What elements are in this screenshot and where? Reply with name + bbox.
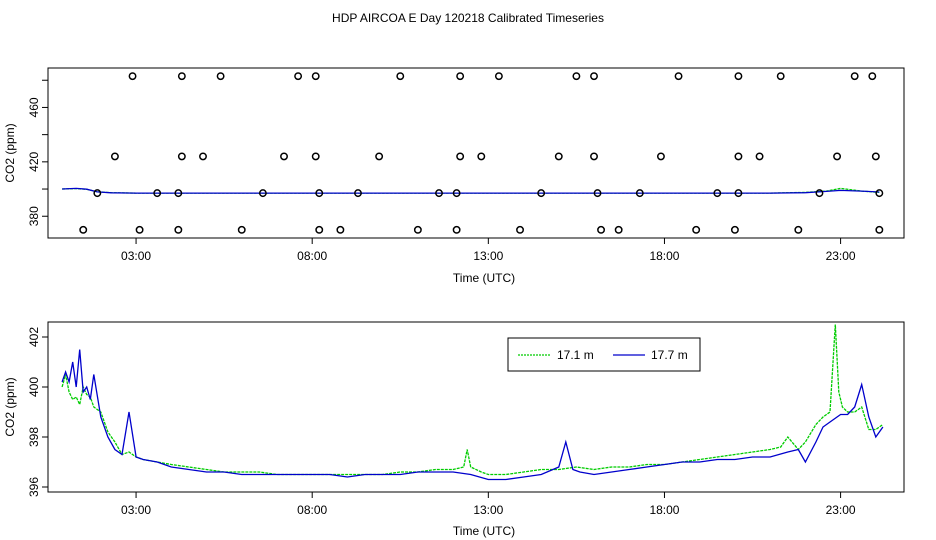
- calibration-x-tick-label: 23:00: [826, 249, 856, 263]
- timeseries-y-tick-label: 402: [27, 327, 41, 347]
- timeseries-y-tick-label: 398: [27, 427, 41, 447]
- calibration-point: [713, 189, 722, 198]
- calibration-point: [692, 225, 701, 234]
- timeseries-x-tick-label: 08:00: [297, 503, 327, 517]
- calibration-point: [177, 72, 186, 81]
- calibration-point: [396, 72, 405, 81]
- calibration-point: [635, 189, 644, 198]
- calibration-point: [237, 225, 246, 234]
- calibration-point: [311, 72, 320, 81]
- calibration-point: [315, 225, 324, 234]
- calibration-x-tick-label: 03:00: [121, 249, 151, 263]
- calibration-point: [294, 72, 303, 81]
- calibration-point: [494, 72, 503, 81]
- calibration-point: [590, 72, 598, 81]
- calibration-point: [456, 152, 465, 161]
- calibration-point: [413, 225, 422, 234]
- calibration-point: [315, 189, 324, 198]
- calibration-series-line-2: [62, 187, 880, 194]
- timeseries-series-line-2: [61, 349, 884, 481]
- calibration-point: [477, 152, 486, 161]
- calibration-point: [850, 72, 859, 81]
- timeseries-series-line-1: [61, 324, 884, 476]
- calibration-point: [153, 189, 162, 198]
- calibration-point: [875, 189, 884, 198]
- calibration-point: [216, 72, 225, 81]
- calibration-point: [554, 152, 563, 161]
- calibration-point: [734, 72, 743, 81]
- calibration-point: [135, 225, 144, 234]
- calibration-point: [572, 72, 581, 81]
- calibration-point: [537, 189, 546, 198]
- calibration-point: [875, 225, 884, 234]
- calibration-point: [734, 152, 743, 161]
- calibration-series-line-1: [62, 187, 880, 194]
- calibration-point: [868, 72, 877, 81]
- calibration-point: [110, 152, 119, 161]
- legend: 17.1 m 17.7 m: [507, 337, 701, 372]
- timeseries-y-tick-label: 400: [27, 377, 41, 397]
- calibration-point: [375, 152, 384, 161]
- calibration-point: [79, 225, 88, 234]
- calibration-plot-frame: [47, 67, 905, 239]
- calibration-point: [656, 152, 665, 161]
- calibration-point: [177, 152, 186, 161]
- calibration-point: [336, 225, 345, 234]
- calibration-point: [311, 152, 320, 161]
- calibration-point: [871, 152, 880, 161]
- calibration-point: [354, 189, 362, 198]
- calibration-point: [593, 189, 602, 198]
- calibration-point: [794, 225, 803, 234]
- calibration-x-tick-label: 18:00: [649, 249, 679, 263]
- calibration-point: [280, 152, 288, 161]
- figure-title: HDP AIRCOA E Day 120218 Calibrated Times…: [332, 11, 604, 25]
- calibration-point: [452, 189, 461, 198]
- timeseries-x-tick-label: 23:00: [826, 503, 856, 517]
- calibration-point: [590, 152, 598, 161]
- calibration-point: [452, 225, 461, 234]
- calibration-point: [435, 189, 443, 198]
- timeseries-panel: Time (UTC) CO2 (ppm) 03:00 08:00 13:00 18:0…: [3, 321, 905, 538]
- timeseries-y-axis-label: CO2 (ppm): [3, 377, 17, 436]
- calibration-point: [93, 189, 102, 198]
- timeseries-plot-frame: [47, 321, 905, 493]
- calibration-point: [516, 225, 524, 234]
- calibration-point: [755, 152, 764, 161]
- timeseries-x-tick-label: 18:00: [649, 503, 679, 517]
- calibration-point: [734, 189, 743, 198]
- calibration-y-tick-label: 420: [27, 152, 41, 172]
- calibration-point: [174, 189, 183, 198]
- calibration-point: [815, 189, 824, 198]
- calibration-x-tick-label: 08:00: [297, 249, 327, 263]
- calibration-point: [258, 189, 267, 198]
- legend-label-17-1m: 17.1 m: [557, 348, 594, 362]
- calibration-point: [614, 225, 623, 234]
- calibration-panel: Time (UTC) CO2 (ppm) 03:00 08:00 13:00 18:0…: [3, 67, 905, 285]
- calibration-point: [674, 72, 683, 81]
- calibration-y-tick-label: 460: [27, 97, 41, 117]
- calibration-point: [730, 225, 739, 234]
- calibration-x-tick-label: 13:00: [473, 249, 503, 263]
- legend-label-17-7m: 17.7 m: [651, 348, 688, 362]
- calibration-point: [776, 72, 785, 81]
- calibration-point: [128, 72, 137, 81]
- calibration-point: [174, 225, 183, 234]
- timeseries-y-tick-label: 396: [27, 477, 41, 497]
- calibration-point: [456, 72, 465, 81]
- calibration-y-tick-label: 380: [27, 206, 41, 226]
- timeseries-x-axis-label: Time (UTC): [453, 524, 515, 538]
- timeseries-x-tick-label: 03:00: [121, 503, 151, 517]
- calibration-point: [199, 152, 207, 161]
- calibration-point: [597, 225, 606, 234]
- timeseries-x-tick-label: 13:00: [473, 503, 503, 517]
- calibration-x-axis-label: Time (UTC): [453, 271, 515, 285]
- calibration-point: [833, 152, 842, 161]
- calibration-y-axis-label: CO2 (ppm): [3, 123, 17, 182]
